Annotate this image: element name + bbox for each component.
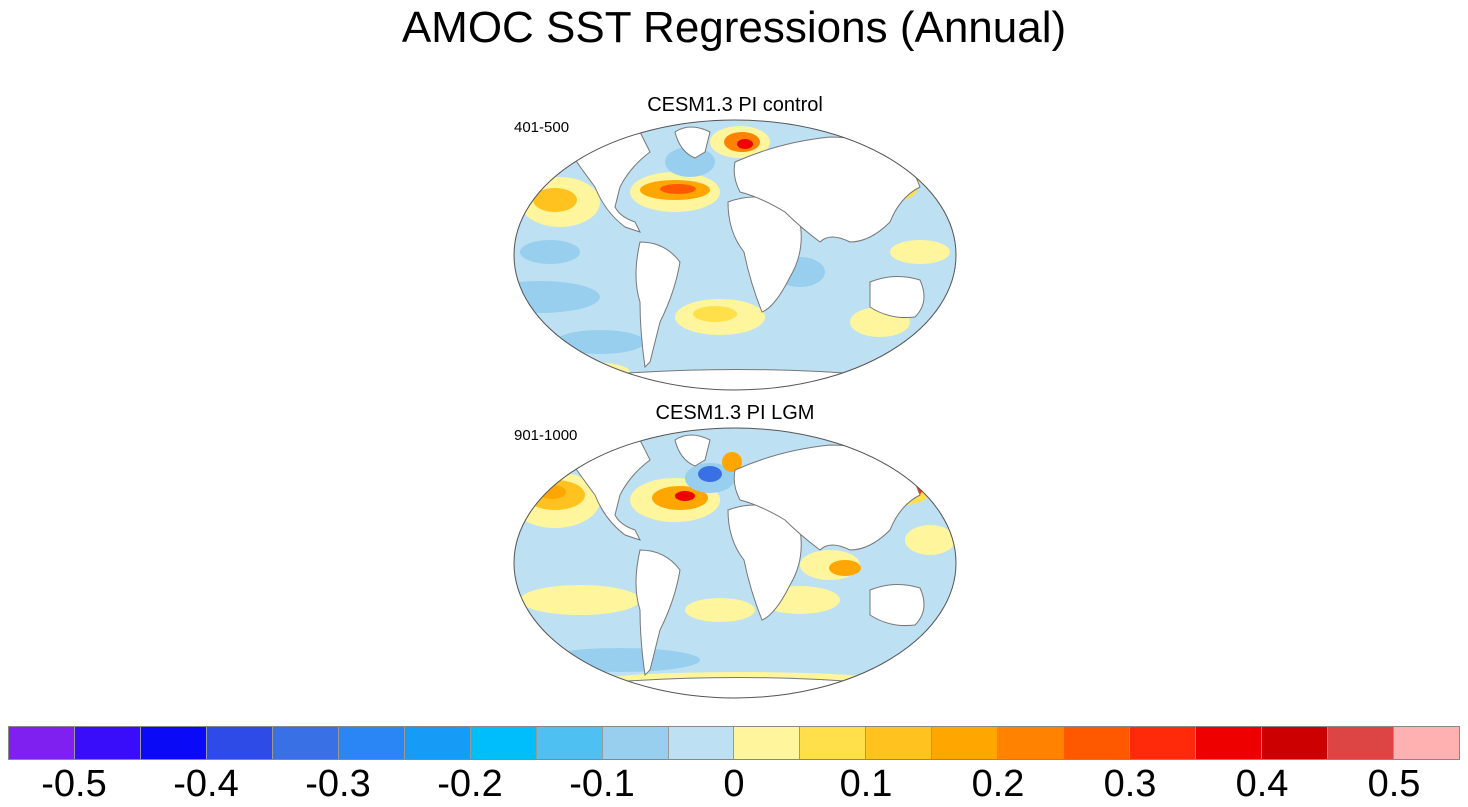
colorbar-swatch xyxy=(206,727,273,759)
colorbar-swatch xyxy=(338,727,405,759)
colorbar-swatch xyxy=(470,727,537,759)
colorbar xyxy=(8,726,1460,760)
colorbar-swatch xyxy=(74,727,141,759)
colorbar-tick-label: -0.1 xyxy=(569,763,635,805)
colorbar-swatch xyxy=(932,727,999,759)
colorbar-tick-label: 0.1 xyxy=(839,763,893,805)
colorbar-swatch xyxy=(998,727,1065,759)
colorbar-swatch xyxy=(866,727,933,759)
colorbar-swatch xyxy=(602,727,669,759)
sst-regression-map xyxy=(513,119,957,391)
colorbar-tick-label: 0.3 xyxy=(1103,763,1157,805)
colorbar-labels: -0.5 -0.4 -0.3 -0.2 -0.1 0 0.1 0.2 0.3 0.4 0.5 xyxy=(8,762,1460,806)
colorbar-tick-label: 0 xyxy=(723,763,745,805)
colorbar-swatch xyxy=(1262,727,1329,759)
colorbar-swatch xyxy=(1328,727,1395,759)
colorbar-tick-label: -0.5 xyxy=(41,763,107,805)
colorbar-swatch xyxy=(9,727,75,759)
colorbar-swatch xyxy=(140,727,207,759)
colorbar-tick-label: 0.5 xyxy=(1367,763,1421,805)
colorbar-swatch xyxy=(1064,727,1131,759)
colorbar-tick-label: -0.3 xyxy=(305,763,371,805)
panel-years-label: 901-1000 xyxy=(514,427,578,444)
figure-title: AMOC SST Regressions (Annual) xyxy=(401,3,1067,52)
colorbar-tick-label: -0.4 xyxy=(173,763,239,805)
colorbar-swatch xyxy=(272,727,339,759)
colorbar-tick-label: 0.4 xyxy=(1235,763,1289,805)
colorbar-swatch xyxy=(404,727,471,759)
colorbar-swatch xyxy=(1394,727,1459,759)
colorbar-swatch xyxy=(1130,727,1197,759)
colorbar-swatch xyxy=(668,727,735,759)
colorbar-swatch xyxy=(734,727,801,759)
colorbar-swatch xyxy=(536,727,603,759)
sst-regression-map xyxy=(513,427,957,699)
map-panel-pi-lgm: CESM1.3 PI LGM 901-1000 xyxy=(500,400,970,700)
panel-years-label: 401-500 xyxy=(514,119,570,136)
panel-title: CESM1.3 PI LGM xyxy=(655,402,815,424)
colorbar-tick-label: -0.2 xyxy=(437,763,503,805)
colorbar-swatch xyxy=(800,727,867,759)
colorbar-swatch xyxy=(1196,727,1263,759)
panel-title: CESM1.3 PI control xyxy=(647,94,823,116)
colorbar-tick-label: 0.2 xyxy=(971,763,1025,805)
map-panel-pi-control: CESM1.3 PI control 401-500 xyxy=(500,92,970,392)
